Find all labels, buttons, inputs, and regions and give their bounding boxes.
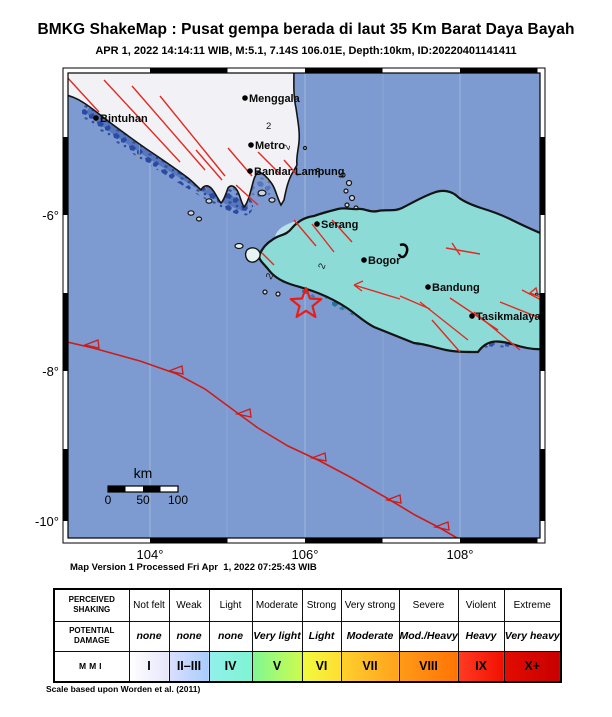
legend-shaking-cell: Extreme — [503, 588, 562, 622]
cities: Menggala Bintuhan Metro Bandar Lampung S… — [93, 93, 542, 323]
svg-text:2: 2 — [281, 143, 293, 151]
legend-shaking-cell: Very strong — [340, 588, 400, 622]
legend-shaking-cell: Violent — [457, 588, 505, 622]
city-dot — [361, 257, 367, 263]
map-frame — [62, 67, 546, 544]
city-dot — [247, 168, 253, 174]
legend-row-damage: POTENTIAL DAMAGE none none none Very lig… — [53, 620, 562, 652]
reservoir-mark — [397, 243, 409, 259]
legend-row-mmi: MMI I II–III IV V VI VII VIII IX X+ — [53, 650, 562, 683]
svg-text:2: 2 — [316, 262, 328, 271]
axis-labels: 104° 106° 108° -6° -8° -10° — [35, 208, 473, 562]
legend-row-shaking: PERCEIVED SHAKING Not felt Weak Light Mo… — [53, 588, 562, 622]
city-label: Menggala — [249, 93, 301, 105]
y-tick-label: -6° — [42, 208, 59, 223]
city-label: Bintuhan — [100, 113, 148, 125]
map-canvas: 2 2 2 2 1 Menggala Bintuhan Metro Bandar… — [35, 67, 546, 562]
ujung-kulon — [244, 247, 261, 263]
legend-mmi-cell: IX — [457, 650, 505, 683]
legend-mmi-cell: VII — [340, 650, 400, 683]
city-dot — [93, 115, 99, 121]
city-label: Serang — [321, 219, 358, 231]
x-tick-label: 104° — [137, 547, 164, 562]
legend-damage-cell: Moderate — [340, 620, 400, 652]
legend-mmi-cell: II–III — [168, 650, 210, 683]
y-tick-label: -10° — [35, 514, 59, 529]
svg-text:1: 1 — [533, 291, 545, 298]
version-text: Map Version 1 Processed Fri Apr 1, 2022 … — [70, 562, 317, 573]
legend-rowhead-shaking: PERCEIVED SHAKING — [53, 588, 130, 622]
legend-mmi-cell: X+ — [503, 650, 562, 683]
legend-shaking-cell: Not felt — [128, 588, 170, 622]
city-label: Bandung — [432, 282, 480, 294]
legend-shaking-cell: Light — [208, 588, 253, 622]
scale-bar: km 0 50 100 — [105, 465, 189, 507]
page-subtitle: APR 1, 2022 14:14:11 WIB, M:5.1, 7.14S 1… — [95, 45, 517, 57]
legend-mmi-cell: VIII — [398, 650, 459, 683]
legend-mmi-cell: IV — [208, 650, 253, 683]
legend-rowhead-mmi: MMI — [53, 650, 130, 683]
svg-text:0: 0 — [105, 493, 112, 507]
svg-text:50: 50 — [136, 493, 150, 507]
legend-damage-cell: Very heavy — [503, 620, 562, 652]
city-dot — [248, 142, 254, 148]
legend-damage-cell: Heavy — [457, 620, 505, 652]
fault-lines — [68, 77, 540, 353]
page-title: BMKG ShakeMap : Pusat gempa berada di la… — [37, 21, 575, 38]
city-label: Tasikmalaya — [476, 311, 542, 323]
svg-text:2: 2 — [264, 271, 276, 281]
legend-table: PERCEIVED SHAKING Not felt Weak Light Mo… — [53, 588, 562, 683]
legend-damage-cell: Very light — [251, 620, 303, 652]
x-tick-label: 108° — [447, 547, 474, 562]
x-tick-label: 106° — [292, 547, 319, 562]
legend-shaking-cell: Weak — [168, 588, 210, 622]
city-dot — [242, 95, 248, 101]
legend-shaking-cell: Strong — [301, 588, 342, 622]
legend-damage-cell: Mod./Heavy — [398, 620, 459, 652]
legend-shaking-cell: Severe — [398, 588, 459, 622]
city-label: Metro — [255, 140, 285, 152]
legend-damage-cell: none — [208, 620, 253, 652]
city-label: Bogor — [368, 255, 401, 267]
city-dot — [314, 221, 320, 227]
svg-text:km: km — [134, 465, 153, 481]
epicenter-star-icon — [289, 286, 323, 318]
legend-damage-cell: none — [168, 620, 210, 652]
legend-caption: Scale based upon Worden et al. (2011) — [46, 684, 201, 694]
legend-mmi-cell: I — [128, 650, 170, 683]
svg-text:100: 100 — [168, 493, 188, 507]
city-label: Bandar Lampung — [254, 166, 344, 178]
trench-line — [68, 339, 458, 538]
java-land — [234, 189, 540, 354]
svg-text:2: 2 — [266, 121, 271, 132]
contour-labels: 2 2 2 2 1 — [264, 121, 545, 298]
y-tick-label: -8° — [42, 364, 59, 379]
legend-shaking-cell: Moderate — [251, 588, 303, 622]
city-dot — [469, 313, 475, 319]
legend-damage-cell: none — [128, 620, 170, 652]
legend-rowhead-damage: POTENTIAL DAMAGE — [53, 620, 130, 652]
legend-mmi-cell: V — [251, 650, 303, 683]
legend-damage-cell: Light — [301, 620, 342, 652]
city-dot — [425, 284, 431, 290]
legend-mmi-cell: VI — [301, 650, 342, 683]
